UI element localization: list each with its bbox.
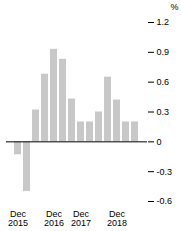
svg-text:-0.6: -0.6 — [157, 196, 173, 206]
svg-text:-0.3: -0.3 — [157, 167, 173, 177]
svg-text:0.6: 0.6 — [157, 77, 170, 87]
svg-text:%: % — [170, 2, 178, 12]
svg-text:0: 0 — [157, 137, 162, 147]
svg-text:Dec2016: Dec2016 — [44, 209, 64, 228]
svg-text:1.2: 1.2 — [157, 17, 170, 27]
svg-text:Dec2015: Dec2015 — [8, 209, 28, 228]
svg-text:Dec2018: Dec2018 — [107, 209, 127, 228]
svg-text:Dec2017: Dec2017 — [71, 209, 91, 228]
svg-text:0.3: 0.3 — [157, 107, 170, 117]
svg-text:0.9: 0.9 — [157, 47, 170, 57]
